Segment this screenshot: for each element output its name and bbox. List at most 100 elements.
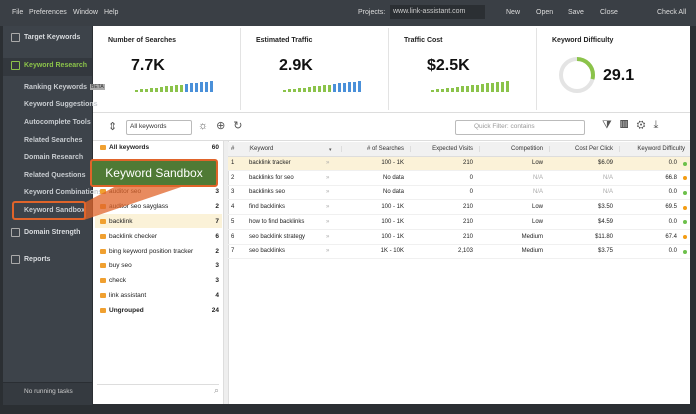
- sidebar-icon: [11, 255, 20, 264]
- sidebar-item[interactable]: Reports: [24, 256, 51, 263]
- stat-value: 7.7K: [131, 57, 165, 74]
- projects-label: Projects:: [358, 9, 386, 16]
- filter-dropdown[interactable]: All keywords: [130, 123, 167, 130]
- column-header[interactable]: Cost Per Click: [549, 146, 613, 152]
- sidebar-item[interactable]: Keyword Suggestions: [24, 101, 98, 108]
- sparkline-bar: [353, 81, 356, 92]
- menu-item[interactable]: Window: [73, 9, 98, 16]
- group-name[interactable]: Ungrouped: [109, 306, 144, 314]
- cell: 0.0: [668, 218, 677, 225]
- sidebar-item[interactable]: Domain Strength: [24, 229, 81, 236]
- toolbar-button[interactable]: Check All: [657, 9, 687, 16]
- toolbar-icons[interactable]: ☼⊕↻: [198, 120, 251, 132]
- row-divider: [228, 228, 690, 230]
- toolbar-button[interactable]: Save: [568, 9, 584, 16]
- quick-filter[interactable]: Quick Filter: contains: [474, 123, 535, 130]
- sidebar-item[interactable]: Related Questions: [24, 172, 86, 179]
- folder-icon: [100, 219, 106, 224]
- toolbar-button[interactable]: New: [506, 9, 521, 16]
- column-header[interactable]: Keyword Difficulty: [619, 146, 685, 152]
- sidebar-item[interactable]: Autocomplete Tools: [24, 119, 91, 126]
- cell: 0.0: [668, 248, 677, 255]
- folder-icon: [100, 248, 106, 254]
- sidebar-item[interactable]: Related Searches: [24, 137, 83, 144]
- folder-icon: [100, 204, 106, 210]
- sparkline-bar: [451, 87, 454, 92]
- sparkline-bar: [436, 89, 439, 92]
- sparkline-bar: [466, 85, 469, 92]
- group-name[interactable]: buy seo: [109, 262, 132, 270]
- group-name[interactable]: check: [109, 277, 126, 285]
- sparkline-bar: [308, 87, 311, 92]
- column-header[interactable]: #: [231, 146, 235, 152]
- cell: 210: [462, 233, 473, 240]
- sparkline-bar: [313, 86, 316, 92]
- folder-icon: [100, 233, 106, 239]
- sidebar-item[interactable]: Keyword Research: [24, 62, 88, 69]
- group-name[interactable]: auditor seo sayglass: [109, 203, 169, 211]
- group-name[interactable]: backlink checker: [109, 232, 158, 240]
- cell: 100 - 1K: [381, 160, 404, 166]
- group-search: ⌕: [97, 384, 219, 399]
- sparkline-bar: [140, 89, 143, 92]
- expand-arrows: »: [326, 248, 330, 255]
- sparkline-bar: [200, 82, 203, 92]
- folder-icon: [100, 189, 106, 195]
- sparkline-bar: [431, 90, 434, 92]
- sidebar-item[interactable]: Ranking Keywords: [24, 84, 88, 91]
- group-name[interactable]: bing keyword position tracker: [109, 247, 194, 255]
- column-header[interactable]: # of Searches: [341, 146, 404, 152]
- stat-value: 29.1: [603, 67, 635, 84]
- group-name[interactable]: All keywords: [109, 144, 150, 151]
- cell: how to find backlinks: [249, 218, 305, 225]
- difficulty-dot: [683, 220, 687, 225]
- sparkline-bar: [190, 83, 193, 92]
- sparkline-bar: [491, 82, 494, 92]
- sidebar-item[interactable]: Keyword Sandbox: [24, 207, 86, 214]
- projects-dropdown[interactable]: www.link-assistant.com: [390, 5, 485, 19]
- cell: find backlinks: [249, 204, 286, 211]
- sidebar-item[interactable]: Target Keywords: [24, 34, 81, 41]
- cell: seo backlink strategy: [249, 233, 306, 240]
- cell: 100 - 1K: [381, 218, 404, 225]
- ring-value: [559, 57, 595, 93]
- folder-icon: [100, 293, 106, 298]
- sparkline-bar: [506, 81, 509, 92]
- column-header[interactable]: Keyword: [249, 146, 335, 152]
- cell: 1: [231, 160, 235, 166]
- cell: seo backlinks: [249, 248, 286, 255]
- sparkline-bar: [145, 88, 148, 92]
- group-count: 3: [215, 262, 219, 270]
- sparkline-bar: [333, 84, 336, 92]
- group-count: 60: [211, 144, 219, 151]
- sparkline-bar: [160, 87, 163, 92]
- toolbar-button[interactable]: Close: [600, 9, 618, 16]
- toolbar-icons[interactable]: ⇕: [108, 121, 118, 133]
- group-name[interactable]: backlink: [109, 218, 133, 225]
- cell: N/A: [532, 174, 543, 181]
- group-name[interactable]: link assistant: [109, 292, 147, 299]
- sparkline-bar: [486, 83, 489, 92]
- group-name[interactable]: auditor seo: [109, 188, 142, 196]
- sparkline-bar: [471, 85, 474, 92]
- toolbar-icons[interactable]: ⧩▦⚙⤓: [602, 119, 667, 131]
- quick-filter-box[interactable]: [455, 120, 585, 135]
- column-header[interactable]: Competition: [479, 146, 543, 152]
- cell: 6: [231, 233, 235, 240]
- status-bar: [3, 382, 92, 405]
- folder-icon: [100, 278, 106, 284]
- column-header[interactable]: Expected Visits: [410, 146, 473, 152]
- sparkline-bar: [170, 85, 173, 92]
- toolbar-button[interactable]: Open: [536, 9, 554, 16]
- sidebar-active-bg: [3, 58, 92, 76]
- menu-item[interactable]: Help: [104, 9, 119, 16]
- filter-dropdown-box[interactable]: [126, 120, 192, 135]
- sidebar-item[interactable]: Keyword Combinations: [24, 189, 103, 196]
- sidebar-item[interactable]: Domain Research: [24, 154, 84, 161]
- sparkline-bar: [195, 82, 198, 92]
- group-count: 2: [215, 203, 219, 211]
- cell: $4.59: [597, 218, 613, 225]
- menu-item[interactable]: Preferences: [29, 9, 67, 16]
- sparkline-bar: [323, 85, 326, 92]
- menu-item[interactable]: File: [12, 9, 24, 16]
